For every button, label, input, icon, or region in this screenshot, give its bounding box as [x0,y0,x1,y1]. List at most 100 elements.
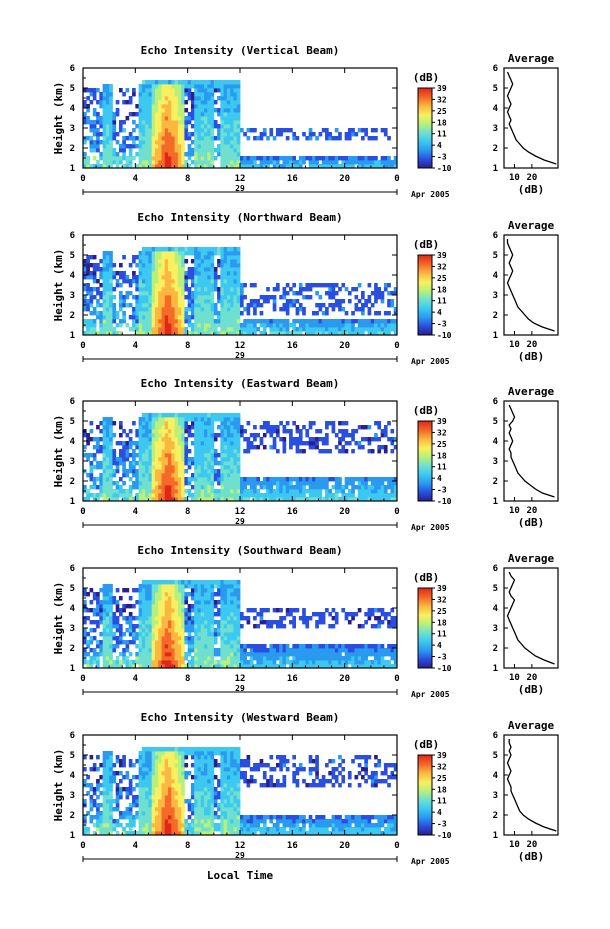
heatmap-cell [321,164,326,169]
heatmap-cell [377,331,382,336]
heatmap-cell [109,124,113,129]
heatmap-cell [154,624,159,629]
heatmap-cell [275,620,280,625]
heatmap-cell [204,144,208,149]
heatmap-cell [184,315,189,320]
heatmap-cell [158,417,162,422]
heatmap-cell [204,128,208,133]
heatmap-cell [174,303,179,308]
heatmap-cell [197,100,202,105]
heatmap-cell [122,608,126,613]
heatmap-cell [158,445,162,450]
heatmap-cell [99,612,104,617]
heatmap-cell [236,116,241,121]
heatmap-cell [145,584,149,589]
heatmap-cell [269,656,274,661]
heatmap-cell [161,152,166,157]
heatmap-cell [259,485,264,490]
heatmap-cell [83,295,87,300]
heatmap-cell [145,620,149,625]
heatmap-cell [200,80,205,85]
heatmap-cell [315,429,319,434]
heatmap-cell [338,331,342,336]
heatmap-cell [141,437,146,442]
heatmap-cell [383,445,388,450]
heatmap-cell [141,112,146,117]
heatmap-cell [122,92,126,97]
heatmap-cell [204,84,208,89]
heatmap-cell [164,413,169,418]
heatmap-cell [164,632,169,637]
heatmap-cell [217,497,221,502]
heatmap-cell [174,604,179,609]
heatmap-cell [331,327,336,332]
heatmap-cell [279,656,283,661]
heatmap-cell [174,453,179,458]
heatmap-cell [135,433,139,438]
heatmap-cell [344,477,349,482]
heatmap-cell [132,465,136,470]
heatmap-cell [253,327,257,332]
heatmap-cell [230,307,234,312]
heatmap-cell [289,664,293,669]
heatmap-cell [138,429,143,434]
heatmap-cell [217,331,221,336]
heatmap-cell [226,315,231,320]
heatmap-cell [223,445,228,450]
heatmap-cell [341,429,346,434]
heatmap-cell [210,644,215,649]
heatmap-cell [204,112,208,117]
heatmap-cell [141,652,146,657]
heatmap-cell [132,469,136,474]
heatmap-cell [161,620,166,625]
heatmap-cell [344,132,349,137]
heatmap-cell [197,485,202,490]
heatmap-cell [187,584,192,589]
heatmap-cell [148,481,153,486]
heatmap-cell [204,263,208,268]
heatmap-cell [243,477,247,482]
heatmap-cell [226,445,231,450]
heatmap-cell [200,580,205,585]
heatmap-cell [302,652,306,657]
heatmap-cell [259,620,264,625]
heatmap-cell [145,628,149,633]
heatmap-cell [308,323,313,328]
heatmap-cell [279,608,283,613]
heatmap-cell [181,144,185,149]
heatmap-cell [168,425,172,430]
heatmap-cell [141,271,146,276]
heatmap-cell [145,596,149,601]
heatmap-cell [184,636,189,641]
heatmap-cell [230,497,234,502]
heatmap-cell [109,287,113,292]
heatmap-cell [354,295,359,300]
heatmap-cell [253,299,257,304]
heatmap-cell [236,441,241,446]
heatmap-cell [187,331,192,336]
heatmap-cell [171,648,175,653]
heatmap-cell [187,303,192,308]
heatmap-cell [102,433,107,438]
heatmap-cell [132,457,136,462]
heatmap-cell [305,656,310,661]
heatmap-cell [138,425,143,430]
heatmap-cell [109,323,113,328]
heatmap-cell [154,441,159,446]
heatmap-cell [148,477,153,482]
heatmap-cell [158,580,162,585]
heatmap-cell [181,616,185,621]
heatmap-cell [128,652,133,657]
heatmap-cell [161,255,166,260]
x-tick-label: 4 [133,174,139,184]
heatmap-cell [96,465,100,470]
heatmap-cell [289,481,293,486]
heatmap-cell [105,331,110,336]
heatmap-cell [295,608,300,613]
heatmap-cell [393,445,398,450]
heatmap-cell [298,327,303,332]
heatmap-cell [204,104,208,109]
heatmap-cell [377,445,382,450]
heatmap-cell [223,580,228,585]
colorbar-tick-label: 4 [437,308,442,317]
